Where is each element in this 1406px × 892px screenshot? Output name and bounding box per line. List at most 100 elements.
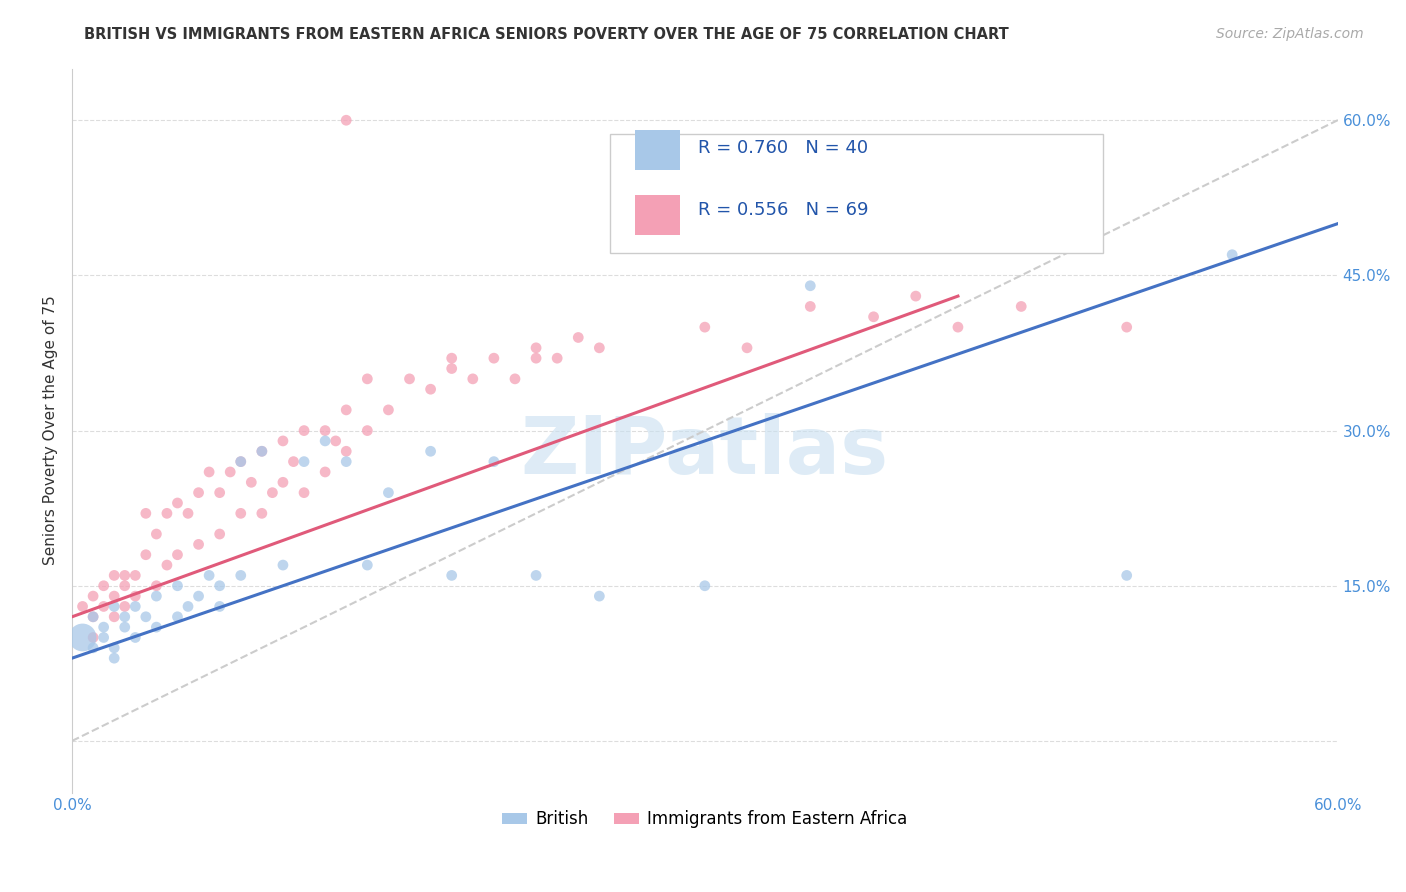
Point bbox=[398, 372, 420, 386]
Point bbox=[693, 579, 716, 593]
Point bbox=[156, 558, 179, 572]
Point bbox=[114, 579, 136, 593]
Point bbox=[229, 455, 252, 469]
Point bbox=[114, 568, 136, 582]
Point bbox=[208, 579, 231, 593]
Point bbox=[503, 372, 526, 386]
Point bbox=[166, 496, 188, 510]
Point bbox=[588, 589, 610, 603]
Point bbox=[314, 434, 336, 448]
Point bbox=[946, 320, 969, 334]
Point bbox=[799, 278, 821, 293]
Point bbox=[419, 382, 441, 396]
Point bbox=[177, 506, 200, 520]
Point bbox=[72, 599, 94, 614]
Point bbox=[1220, 248, 1243, 262]
Point bbox=[166, 548, 188, 562]
Point bbox=[124, 589, 146, 603]
Point bbox=[208, 485, 231, 500]
Point bbox=[124, 568, 146, 582]
Point bbox=[862, 310, 884, 324]
Point bbox=[103, 651, 125, 665]
Point bbox=[335, 113, 357, 128]
Point bbox=[145, 579, 167, 593]
Point bbox=[482, 351, 505, 366]
Point bbox=[145, 527, 167, 541]
Point bbox=[187, 589, 209, 603]
Point bbox=[335, 455, 357, 469]
Point bbox=[799, 300, 821, 314]
Point bbox=[198, 465, 221, 479]
Text: BRITISH VS IMMIGRANTS FROM EASTERN AFRICA SENIORS POVERTY OVER THE AGE OF 75 COR: BRITISH VS IMMIGRANTS FROM EASTERN AFRIC… bbox=[84, 27, 1010, 42]
Point bbox=[124, 599, 146, 614]
Point bbox=[314, 424, 336, 438]
Bar bbox=[636, 130, 679, 169]
Point bbox=[356, 372, 378, 386]
Point bbox=[82, 609, 104, 624]
Text: R = 0.760   N = 40: R = 0.760 N = 40 bbox=[699, 139, 869, 157]
Point bbox=[135, 548, 157, 562]
Point bbox=[93, 599, 115, 614]
Point bbox=[240, 475, 263, 490]
Point bbox=[440, 351, 463, 366]
Point bbox=[524, 568, 547, 582]
Text: Source: ZipAtlas.com: Source: ZipAtlas.com bbox=[1216, 27, 1364, 41]
Point bbox=[187, 537, 209, 551]
Point bbox=[187, 485, 209, 500]
Point bbox=[292, 485, 315, 500]
Point bbox=[314, 465, 336, 479]
Bar bbox=[636, 195, 679, 235]
Point bbox=[271, 558, 294, 572]
Point bbox=[356, 558, 378, 572]
Point bbox=[693, 320, 716, 334]
Point bbox=[82, 631, 104, 645]
Point bbox=[283, 455, 305, 469]
Point bbox=[114, 609, 136, 624]
Point bbox=[271, 434, 294, 448]
Point bbox=[588, 341, 610, 355]
Point bbox=[145, 620, 167, 634]
Point bbox=[82, 640, 104, 655]
Point bbox=[524, 341, 547, 355]
Point bbox=[208, 599, 231, 614]
Point bbox=[440, 568, 463, 582]
Point bbox=[135, 609, 157, 624]
Point bbox=[335, 403, 357, 417]
Point bbox=[114, 599, 136, 614]
Point bbox=[377, 403, 399, 417]
Point bbox=[156, 506, 179, 520]
Point bbox=[419, 444, 441, 458]
Legend: British, Immigrants from Eastern Africa: British, Immigrants from Eastern Africa bbox=[495, 804, 914, 835]
Point bbox=[356, 424, 378, 438]
Point bbox=[292, 455, 315, 469]
Text: R = 0.556   N = 69: R = 0.556 N = 69 bbox=[699, 201, 869, 219]
Point bbox=[229, 455, 252, 469]
Point bbox=[82, 609, 104, 624]
Point bbox=[177, 599, 200, 614]
Point bbox=[546, 351, 568, 366]
Point bbox=[166, 609, 188, 624]
Point bbox=[482, 455, 505, 469]
FancyBboxPatch shape bbox=[610, 134, 1104, 253]
Point bbox=[271, 475, 294, 490]
Point bbox=[377, 485, 399, 500]
Point bbox=[1115, 320, 1137, 334]
Point bbox=[440, 361, 463, 376]
Point bbox=[93, 579, 115, 593]
Point bbox=[1010, 300, 1032, 314]
Point bbox=[103, 640, 125, 655]
Point bbox=[262, 485, 284, 500]
Point bbox=[904, 289, 927, 303]
Point bbox=[82, 589, 104, 603]
Point bbox=[198, 568, 221, 582]
Point bbox=[93, 620, 115, 634]
Point bbox=[135, 506, 157, 520]
Point bbox=[524, 351, 547, 366]
Point bbox=[103, 568, 125, 582]
Point bbox=[124, 631, 146, 645]
Point bbox=[72, 631, 94, 645]
Y-axis label: Seniors Poverty Over the Age of 75: Seniors Poverty Over the Age of 75 bbox=[44, 296, 58, 566]
Point bbox=[219, 465, 242, 479]
Point bbox=[1115, 568, 1137, 582]
Point bbox=[229, 506, 252, 520]
